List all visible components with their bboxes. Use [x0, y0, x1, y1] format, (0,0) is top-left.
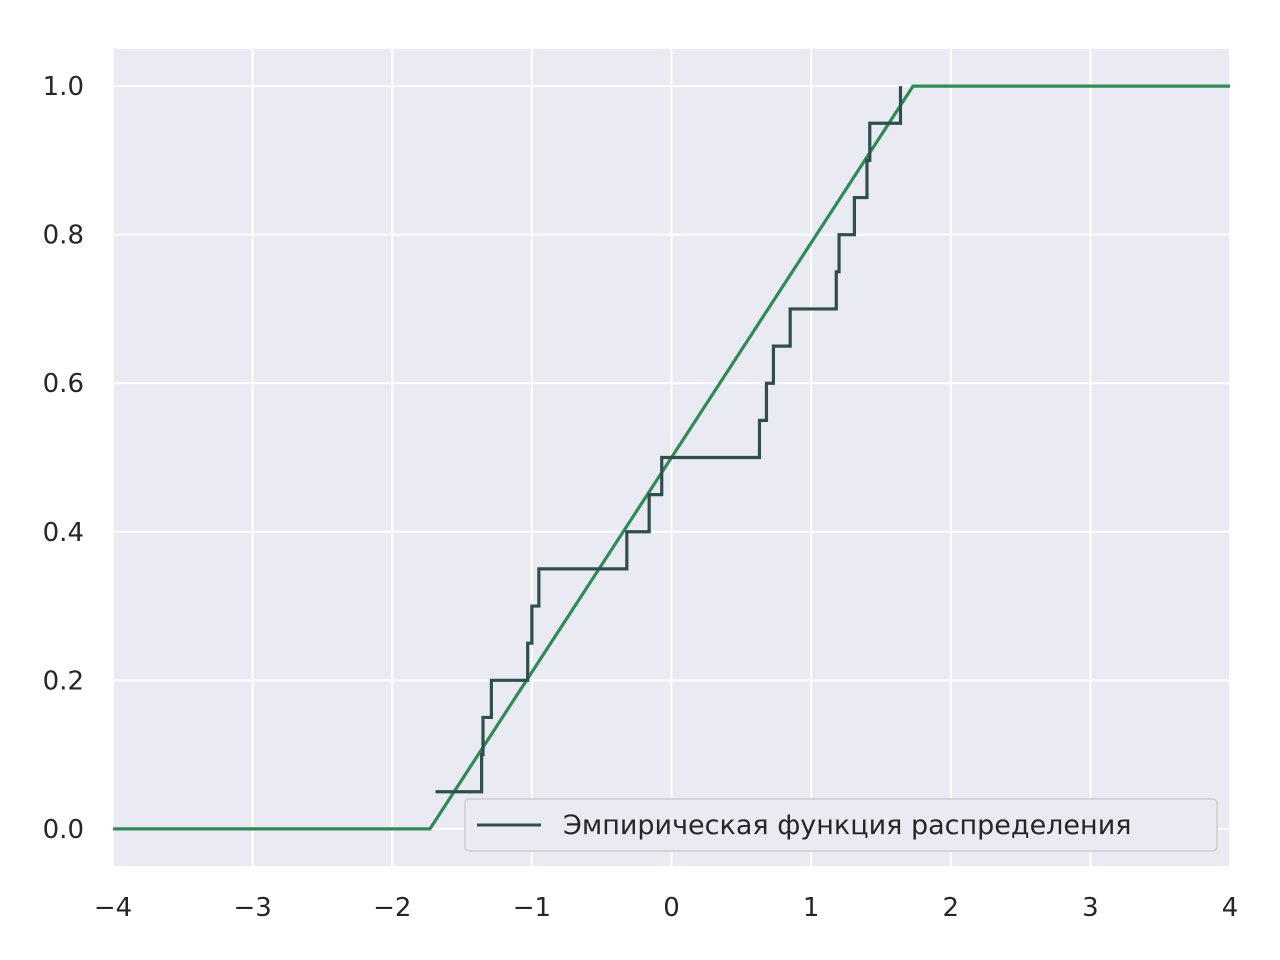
- x-tick-label: −4: [94, 893, 132, 923]
- legend-label-empirical: Эмпирическая функция распределения: [563, 810, 1132, 841]
- x-tick-label: 4: [1222, 893, 1239, 923]
- x-tick-label: −3: [233, 893, 271, 923]
- y-tick-label: 1.0: [43, 72, 84, 102]
- series-layer: [113, 84, 1230, 831]
- y-tick-label: 0.4: [43, 518, 84, 548]
- x-tick-label: 2: [942, 893, 959, 923]
- x-axis-ticks: −4 −3 −2 −1 0 1 2 3 4: [94, 893, 1238, 923]
- x-tick-label: 0: [663, 893, 680, 923]
- y-tick-label: 0.8: [43, 221, 84, 251]
- series-line-empirical: [435, 86, 903, 794]
- x-tick-label: −2: [373, 893, 411, 923]
- y-tick-label: 0.6: [43, 369, 84, 399]
- x-tick-label: 3: [1082, 893, 1099, 923]
- y-tick-label: 0.2: [43, 666, 84, 696]
- legend-box: [464, 798, 1218, 852]
- x-tick-label: −1: [513, 893, 551, 923]
- legend: Эмпирическая функция распределения: [464, 798, 1218, 852]
- y-axis-ticks: 0.0 0.2 0.4 0.6 0.8 1.0: [43, 72, 84, 845]
- y-tick-label: 0.0: [43, 815, 84, 845]
- x-tick-label: 1: [803, 893, 820, 923]
